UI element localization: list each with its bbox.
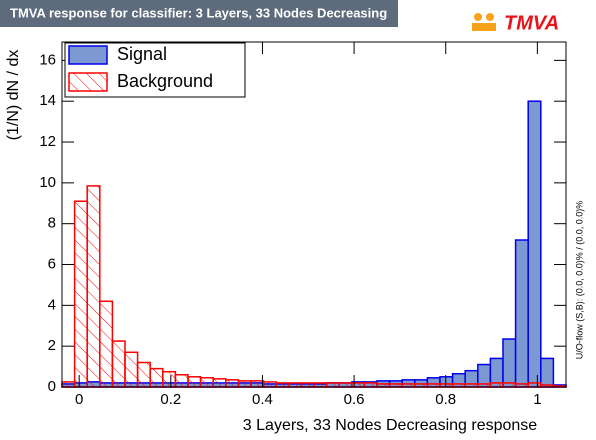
y-tick-label: 2 <box>48 337 56 354</box>
legend-swatch <box>68 72 108 92</box>
histogram-bar <box>111 340 126 388</box>
histogram-bar <box>174 374 189 388</box>
x-tick-label: 0.8 <box>435 391 456 408</box>
logo: TMVA <box>472 12 559 34</box>
histogram-bar <box>225 379 240 388</box>
histogram-bar <box>149 367 164 388</box>
histogram-bar <box>237 380 252 388</box>
x-tick-label: 0.2 <box>160 391 181 408</box>
histogram-bar <box>124 351 139 388</box>
histogram-bar <box>338 382 353 388</box>
x-tick-label: 0 <box>75 391 83 408</box>
x-tick-label: 1 <box>533 391 541 408</box>
histogram-bar <box>527 382 542 388</box>
y-tick-label: 4 <box>48 296 56 313</box>
y-tick-label: 12 <box>39 133 56 150</box>
histogram-bar <box>61 381 76 388</box>
x-tick-label: 0.6 <box>344 391 365 408</box>
histogram-bar <box>250 380 265 388</box>
series-background <box>61 185 567 388</box>
histogram-bar <box>136 361 151 388</box>
legend: Signal Background <box>64 42 246 98</box>
y-tick-label: 0 <box>48 378 56 395</box>
legend-label: Background <box>117 71 213 91</box>
legend-label: Signal <box>117 44 167 64</box>
y-tick-label: 16 <box>39 51 56 68</box>
y-tick-label: 10 <box>39 174 56 191</box>
legend-swatch <box>68 45 108 65</box>
histogram-bar <box>363 382 378 388</box>
y-tick-label: 6 <box>48 255 56 272</box>
histogram-bar <box>73 200 88 388</box>
series-signal <box>61 100 567 388</box>
histogram-bar <box>99 300 114 388</box>
logo-text: TMVA <box>504 12 559 34</box>
chart-title: TMVA response for classifier: 3 Layers, … <box>10 5 387 20</box>
side-note: U/O-flow (S,B): (0.0, 0.0)% / (0.0, 0.0)… <box>574 201 584 360</box>
histogram-bar <box>313 382 328 388</box>
histogram-bar <box>502 382 517 388</box>
y-axis-label: (1/N) dN / dx <box>5 50 22 141</box>
x-axis-label: 3 Layers, 33 Nodes Decreasing response <box>243 417 537 434</box>
histogram-bar <box>162 370 177 388</box>
histogram-bar <box>86 185 101 388</box>
plot-frame <box>61 41 567 388</box>
title-box <box>0 0 398 27</box>
histogram-bar <box>540 357 555 388</box>
histogram-bar <box>288 382 303 388</box>
x-tick-label: 0.4 <box>252 391 273 408</box>
histogram-bar <box>187 376 202 388</box>
y-tick-label: 8 <box>48 215 56 232</box>
histogram-bar <box>502 338 517 388</box>
histogram-bar <box>212 378 227 388</box>
histogram-bar <box>300 382 315 388</box>
histogram-bar <box>489 382 504 388</box>
y-tick-label: 14 <box>39 92 56 109</box>
histogram-bar <box>262 381 277 388</box>
histogram-bar <box>325 382 340 388</box>
histogram-bar <box>527 100 542 388</box>
histogram-bar <box>514 239 529 388</box>
histogram-bar <box>199 377 214 388</box>
histogram-bar <box>275 382 290 388</box>
